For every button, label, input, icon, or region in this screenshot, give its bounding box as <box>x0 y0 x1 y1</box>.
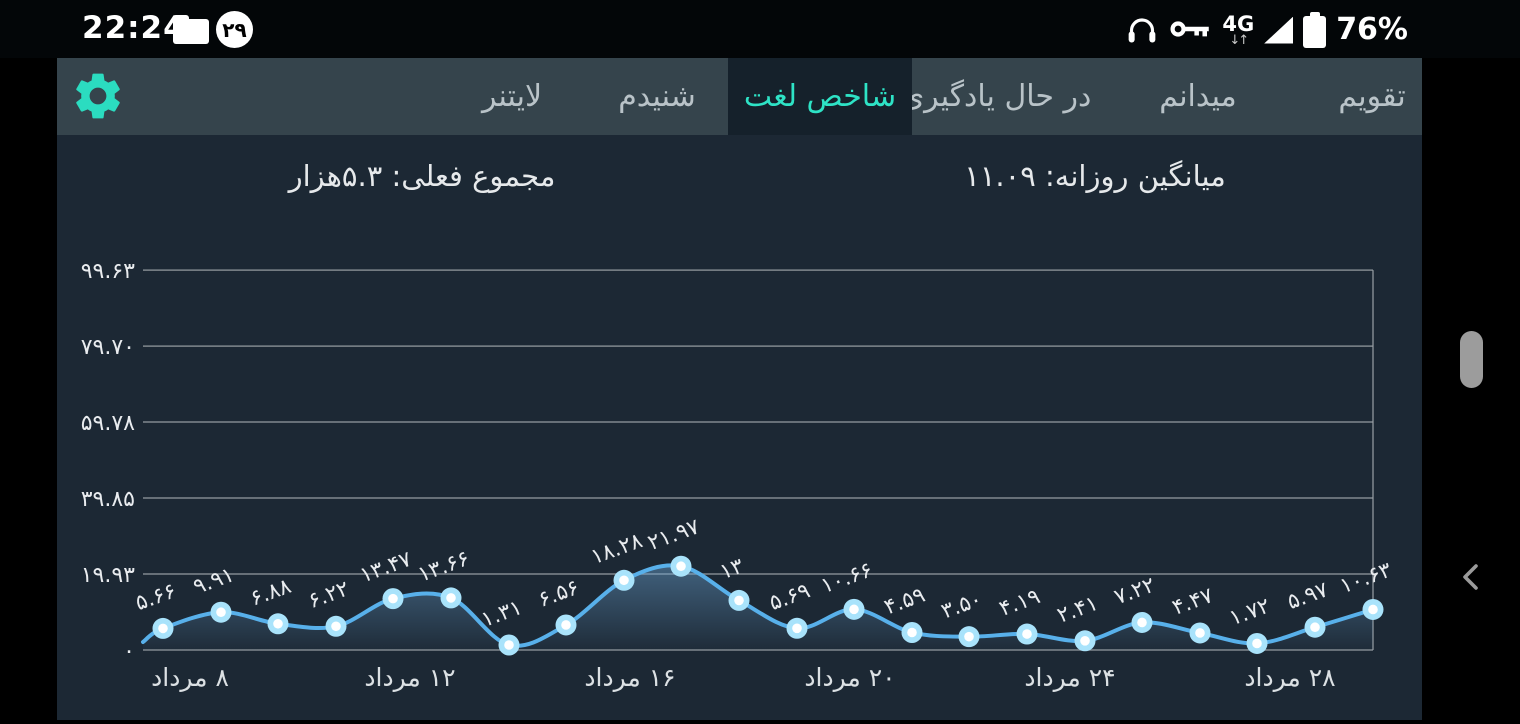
chevron-left-icon <box>1463 564 1478 590</box>
data-point-core <box>273 618 283 629</box>
data-point-label: ۴.۱۹ <box>996 584 1044 622</box>
back-edge-handle[interactable] <box>1459 562 1483 592</box>
data-point-core <box>1195 628 1205 638</box>
battery-percent-text: 76% <box>1336 11 1408 47</box>
data-point-label: ۱۰.۶۶ <box>818 557 876 599</box>
folder-notification-icon <box>173 15 209 44</box>
data-point-core <box>331 621 341 632</box>
data-point-label: ۱۳.۶۶ <box>415 546 473 588</box>
data-point-label: ۲۱.۹۷ <box>645 514 703 556</box>
data-point-core <box>216 607 226 618</box>
data-point-label: ۵.۶۶ <box>132 578 180 616</box>
data-point-core <box>1022 629 1032 639</box>
data-point-core <box>964 631 974 642</box>
network-activity-arrows: ↓↑ <box>1229 32 1249 48</box>
chart-panel: میانگین روزانه: ۱۱.۰۹ مجموع فعلی: ۵.۳هزا… <box>57 135 1422 720</box>
app-notification-badge: ۲۹ <box>216 11 253 48</box>
badge-count-text: ۲۹ <box>222 17 247 42</box>
battery-icon <box>1303 12 1327 48</box>
y-axis-label: ۳۹.۸۵ <box>81 487 135 512</box>
tab-learning[interactable]: در حال یادگیری <box>900 79 1092 114</box>
data-point-core <box>907 627 917 638</box>
data-point-core <box>446 593 456 603</box>
data-point-label: ۱۳.۴۷ <box>357 547 415 589</box>
y-axis-label: ۵۹.۷۸ <box>81 411 135 436</box>
battery-body <box>1303 16 1327 48</box>
tab-i-know[interactable]: میدانم <box>1159 79 1237 114</box>
data-point-label: ۵.۶۹ <box>766 578 814 616</box>
data-point-core <box>158 623 168 634</box>
x-axis-label: ۲۰ مرداد <box>804 663 895 692</box>
data-point-core <box>388 593 398 604</box>
data-point-core <box>676 561 686 572</box>
battery-nub <box>1309 12 1320 16</box>
data-point-label: ۲.۴۱ <box>1054 591 1102 629</box>
data-point-label: ۶.۵۶ <box>535 575 583 613</box>
y-axis-label: ۰ <box>123 639 135 664</box>
tab-bar: تقویم میدانم در حال یادگیری شاخص لغت شنی… <box>57 58 1422 135</box>
tab-heard[interactable]: شنیدم <box>618 79 696 114</box>
clock-text: 22:24 <box>82 10 186 46</box>
data-point-core <box>734 595 744 606</box>
network-indicator: 4G ↓↑ <box>1222 11 1255 48</box>
data-point-core <box>1252 638 1262 649</box>
folder-icon-body <box>173 19 209 44</box>
data-point-core <box>619 575 629 586</box>
data-point-label: ۱۳ <box>717 554 747 585</box>
data-point-label: ۱.۳۱ <box>478 595 526 633</box>
data-point-label: ۷.۲۲ <box>1111 573 1159 611</box>
data-point-label: ۹.۹۱ <box>190 562 238 600</box>
data-point-core <box>504 640 514 650</box>
y-axis-label: ۹۹.۶۳ <box>81 259 135 284</box>
data-point-core <box>792 623 802 634</box>
data-point-label: ۱.۷۲ <box>1226 593 1274 631</box>
tab-leitner[interactable]: لایتنر <box>481 79 543 114</box>
data-point-label: ۱۸.۲۸ <box>588 528 646 570</box>
daily-average-text: میانگین روزانه: ۱۱.۰۹ <box>964 159 1226 193</box>
signal-strength-icon <box>1264 16 1294 44</box>
vpn-key-icon <box>1170 21 1210 37</box>
current-total-text: مجموع فعلی: ۵.۳هزار <box>288 159 556 193</box>
status-bar: 22:24 ۲۹ 4G ↓↑ <box>0 0 1520 58</box>
settings-button[interactable] <box>69 67 127 125</box>
x-axis-label: ۲۸ مرداد <box>1244 663 1335 692</box>
data-point-core <box>849 604 859 615</box>
x-axis-label: ۱۲ مرداد <box>364 663 455 692</box>
x-axis-label: ۲۴ مرداد <box>1024 663 1115 692</box>
tab-calendar[interactable]: تقویم <box>1338 79 1406 114</box>
data-point-core <box>561 620 571 630</box>
data-point-core <box>1137 617 1147 628</box>
data-point-core <box>1310 622 1320 633</box>
data-point-label: ۳.۵۰ <box>938 587 986 625</box>
stats-chart: ۰ ۱۹.۹۳ ۳۹.۸۵ ۵۹.۷۸ ۷۹.۷۰ ۹۹.۶۳ ۵.۶۶ ۹.۹۱ ۶.۸۸ ۶.… <box>81 259 1395 692</box>
x-axis-label: ۸ مرداد <box>151 663 229 692</box>
y-axis-label: ۱۹.۹۳ <box>81 563 135 588</box>
data-point-core <box>1080 636 1090 646</box>
area-fill <box>143 565 1373 650</box>
status-bar-right-icons: 4G ↓↑ 76% <box>1124 0 1408 58</box>
data-point-core <box>1368 604 1378 615</box>
network-type-text: 4G <box>1222 11 1255 36</box>
data-point-label: ۴.۴۷ <box>1169 583 1217 621</box>
gear-icon <box>76 73 120 119</box>
headphones-icon <box>1128 18 1156 43</box>
data-point-label: ۵.۹۷ <box>1284 577 1332 615</box>
data-point-label: ۶.۲۲ <box>305 576 353 614</box>
tab-word-index-label: شاخص لغت <box>743 79 897 114</box>
data-point-label: ۴.۵۹ <box>881 583 929 621</box>
app-window: تقویم میدانم در حال یادگیری شاخص لغت شنی… <box>57 58 1422 720</box>
x-axis-label: ۱۶ مرداد <box>584 663 675 692</box>
tab-word-index[interactable]: شاخص لغت <box>728 58 912 135</box>
y-axis-label: ۷۹.۷۰ <box>81 335 135 360</box>
scrollbar-thumb[interactable] <box>1460 331 1483 388</box>
data-point-label: ۱۰.۶۳ <box>1337 558 1395 600</box>
data-point-label: ۶.۸۸ <box>247 574 295 612</box>
